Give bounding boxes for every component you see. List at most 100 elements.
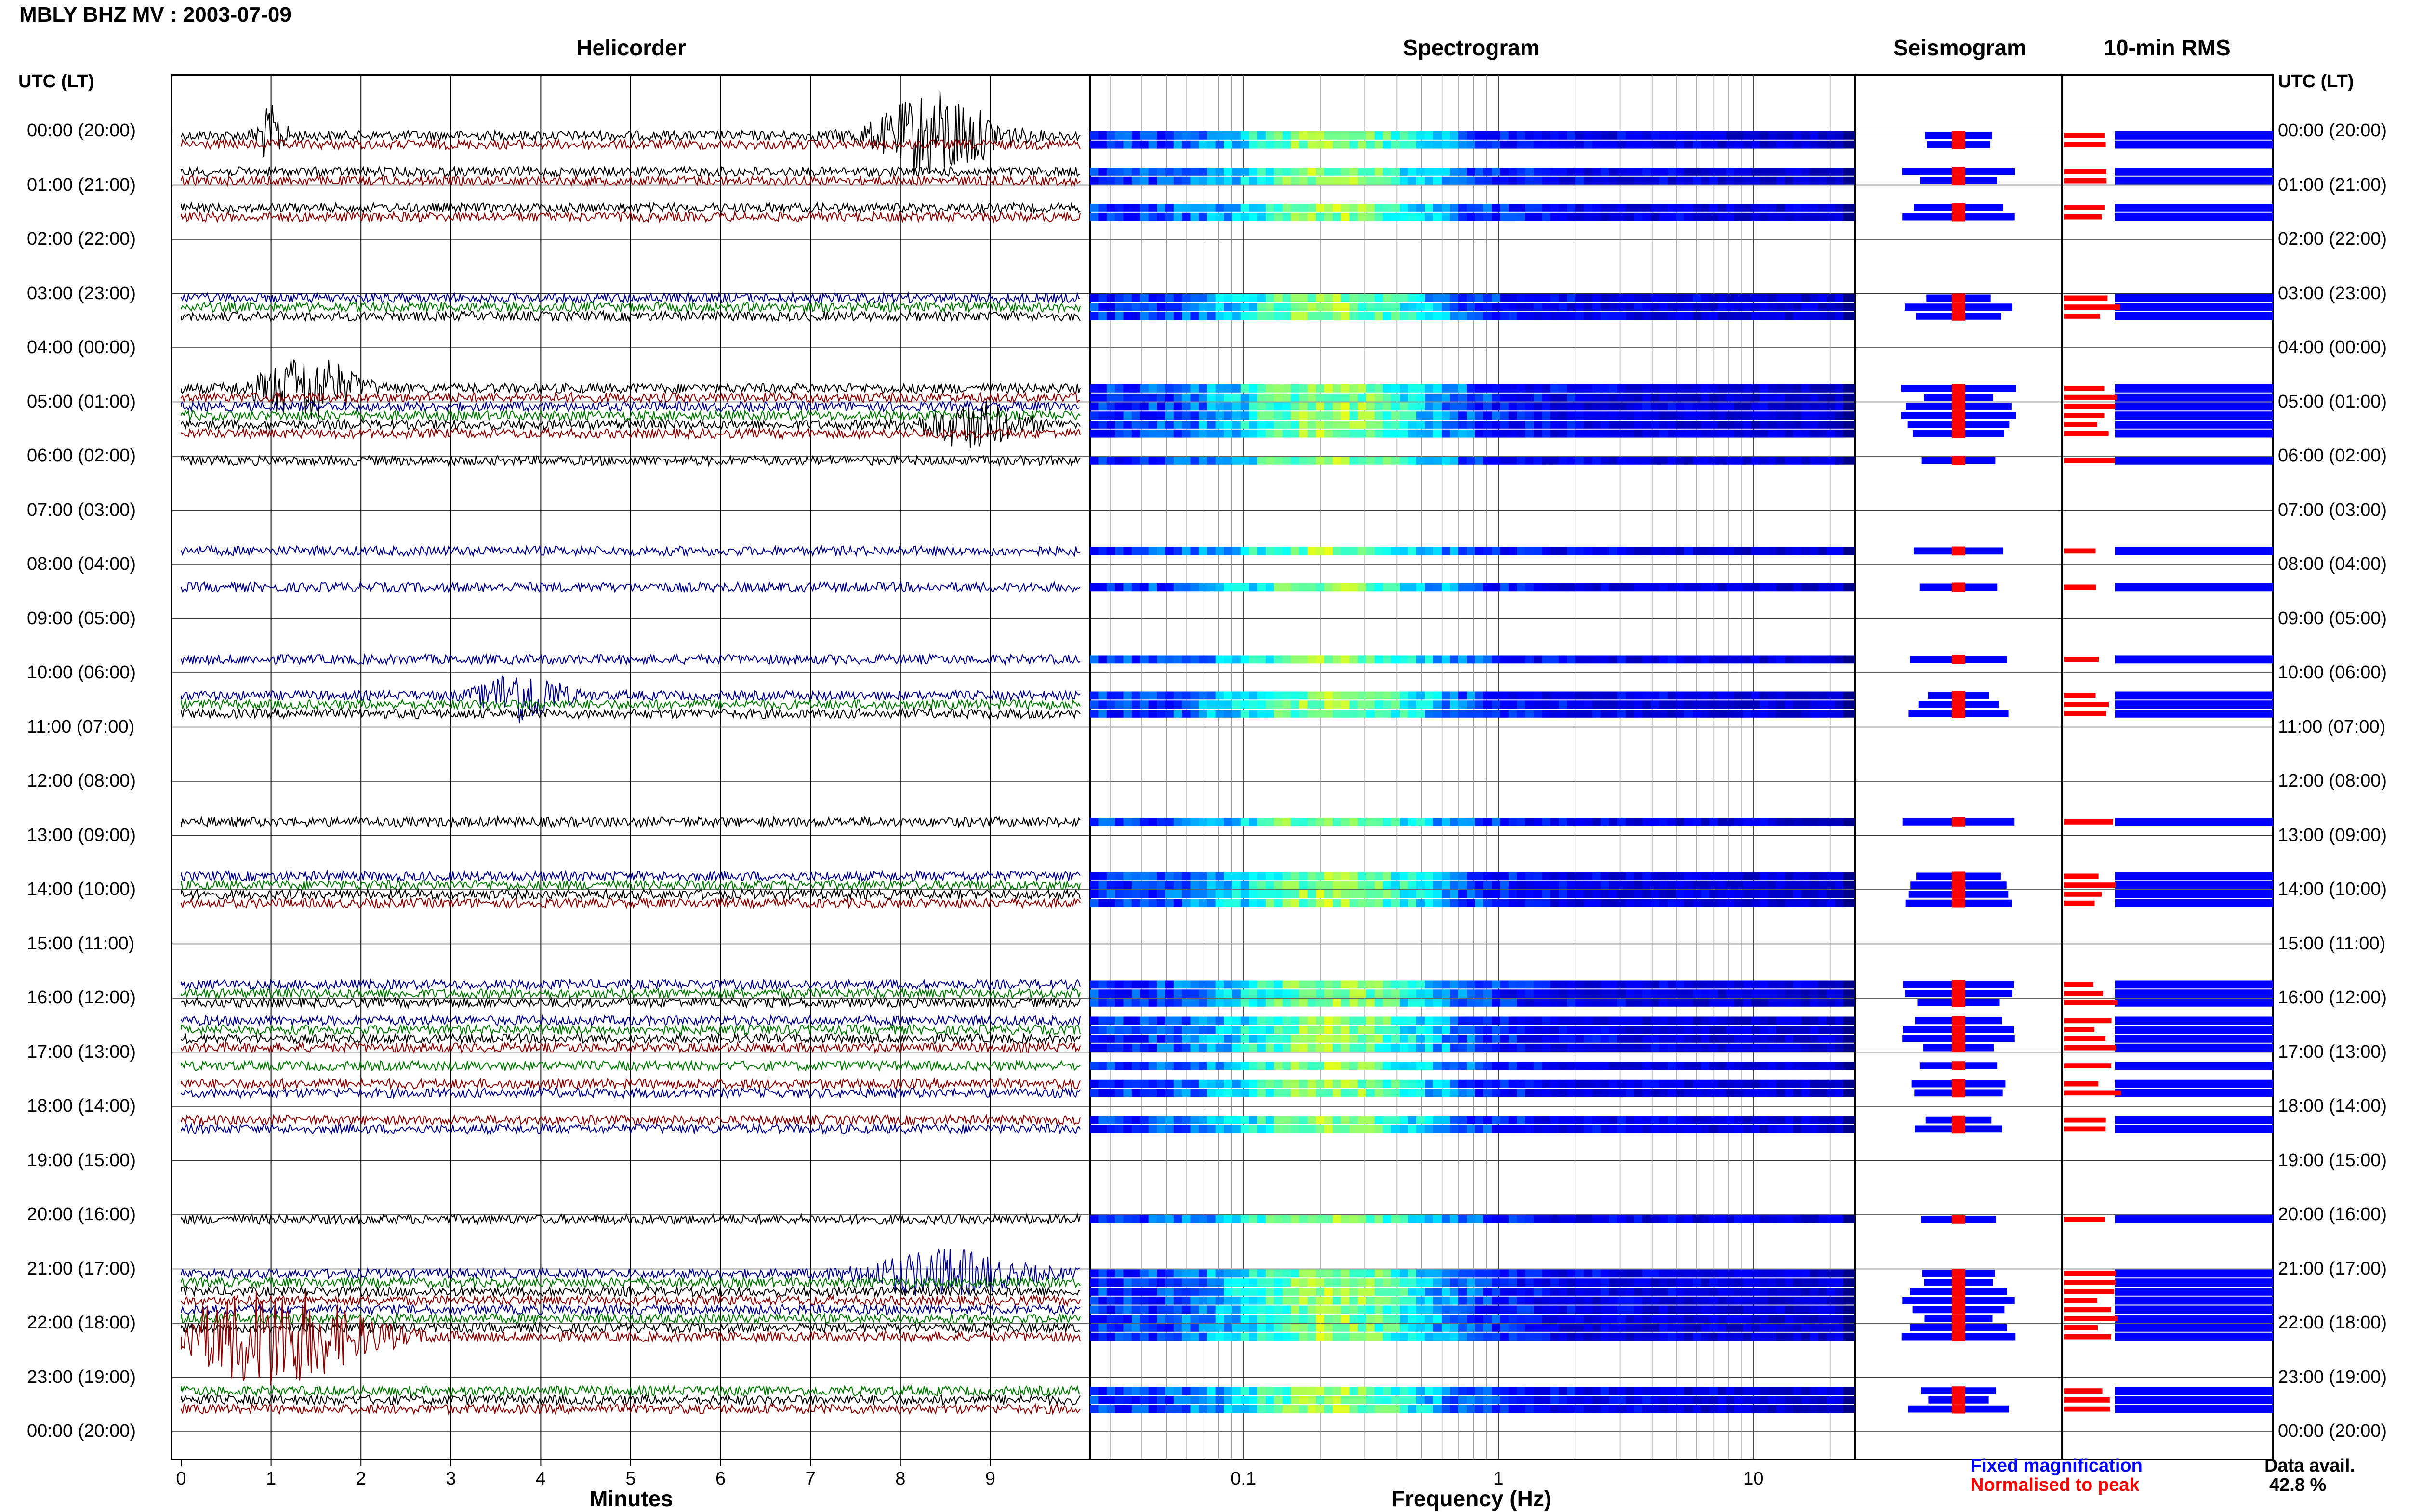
spectrogram-cell — [1793, 989, 1802, 998]
spectrogram-cell — [1676, 872, 1685, 881]
spectrogram-cell — [1207, 303, 1216, 312]
spectrogram-cell — [1626, 1125, 1635, 1133]
spectrogram-cell — [1785, 212, 1794, 221]
spectrogram-cell — [1508, 1035, 1518, 1043]
spectrogram-cell — [1575, 421, 1585, 429]
spectrogram-cell — [1592, 204, 1601, 212]
spectrogram-cell — [1215, 881, 1224, 890]
spectrogram-cell — [1634, 168, 1643, 176]
spectrogram-cell — [1307, 384, 1316, 393]
spectrogram-cell — [1567, 429, 1576, 438]
spectrogram-cell — [1316, 168, 1325, 176]
spectrogram-cell — [1492, 1305, 1501, 1314]
spectrogram-cell — [1785, 999, 1794, 1007]
spectrogram-cell — [1182, 421, 1191, 429]
spectrogram-cell — [1483, 1324, 1492, 1332]
spectrogram-cell — [1090, 899, 1099, 907]
spectrogram-cell — [1642, 700, 1652, 709]
spectrogram-cell — [1693, 421, 1702, 429]
spectrogram-cell — [1349, 1396, 1358, 1404]
spectrogram-cell — [1550, 1296, 1559, 1305]
spectrogram-cell — [1668, 294, 1677, 302]
spectrogram-cell — [1391, 204, 1400, 212]
spectrogram-cell — [1827, 1305, 1836, 1314]
spectrogram-cell — [1751, 700, 1760, 709]
spectrogram-cell — [1793, 384, 1802, 393]
spectrogram-cell — [1115, 168, 1124, 176]
spectrogram-cell — [1835, 1079, 1844, 1088]
spectrogram-cell — [1634, 1035, 1643, 1043]
spectrogram-cell — [1718, 1315, 1727, 1323]
spectrogram-cell — [1534, 1125, 1543, 1133]
spectrogram-cell — [1835, 294, 1844, 302]
spectrogram-cell — [1106, 411, 1115, 420]
spectrogram-cell — [1601, 881, 1610, 890]
spectrogram-cell — [1433, 1324, 1442, 1332]
spectrogram-cell — [1768, 583, 1777, 592]
spectrogram-cell — [1734, 1079, 1744, 1088]
spectrogram-cell — [1575, 1396, 1585, 1404]
spectrogram-cell — [1483, 421, 1492, 429]
spectrogram-cell — [1416, 583, 1425, 592]
spectrogram-cell — [1835, 691, 1844, 700]
spectrogram-cell — [1517, 1035, 1526, 1043]
spectrogram-cell — [1701, 411, 1710, 420]
spectrogram-cell — [1676, 1296, 1685, 1305]
spectrogram-cell — [1131, 1062, 1141, 1070]
spectrogram-cell — [1517, 1405, 1526, 1413]
spectrogram-cell — [1215, 204, 1224, 212]
spectrogram-cell — [1785, 1116, 1794, 1124]
spectrogram-cell — [1634, 1305, 1643, 1314]
spectrogram-cell — [1115, 1288, 1124, 1296]
spectrogram-cell — [1282, 402, 1291, 411]
spectrogram-cell — [1408, 980, 1417, 989]
spectrogram-cell — [1400, 1116, 1409, 1124]
spectrogram-cell — [1098, 294, 1107, 302]
seismogram-normalised-envelope — [1952, 420, 1965, 429]
spectrogram-cell — [1349, 1305, 1358, 1314]
spectrogram-cell — [1450, 1324, 1459, 1332]
spectrogram-cell — [1349, 890, 1358, 898]
spectrogram-cell — [1324, 881, 1333, 890]
spectrogram-cell — [1525, 1278, 1534, 1287]
spectrogram-cell — [1257, 212, 1266, 221]
spectrogram-strip — [1090, 131, 1855, 140]
spectrogram-cell — [1207, 547, 1216, 555]
spectrogram-cell — [1760, 655, 1769, 664]
spectrogram-cell — [1400, 1387, 1409, 1395]
spectrogram-cell — [1383, 1016, 1392, 1025]
spectrogram-cell — [1090, 1324, 1099, 1332]
spectrogram-cell — [1165, 899, 1174, 907]
spectrogram-cell — [1693, 1387, 1702, 1395]
spectrogram-cell — [1207, 1288, 1216, 1296]
spectrogram-cell — [1232, 1125, 1241, 1133]
spectrogram-cell — [1584, 402, 1593, 411]
spectrogram-cell — [1450, 1288, 1459, 1296]
seismogram-title: Seismogram — [1893, 35, 2027, 60]
spectrogram-cell — [1207, 1305, 1216, 1314]
spectrogram-cell — [1810, 1043, 1819, 1052]
rms-normalised-bar — [2064, 1397, 2110, 1403]
spectrogram-cell — [1818, 1332, 1827, 1341]
spectrogram-cell — [1483, 1396, 1492, 1404]
spectrogram-cell — [1425, 212, 1434, 221]
spectrogram-cell — [1467, 384, 1476, 393]
spectrogram-cell — [1157, 411, 1166, 420]
spectrogram-cell — [1207, 1296, 1216, 1305]
spectrogram-cell — [1282, 421, 1291, 429]
spectrogram-cell — [1651, 429, 1660, 438]
spectrogram-cell — [1090, 168, 1099, 176]
spectrogram-cell — [1734, 1396, 1744, 1404]
spectrogram-cell — [1818, 818, 1827, 826]
spectrogram-cell — [1157, 1125, 1166, 1133]
spectrogram-cell — [1190, 583, 1199, 592]
spectrogram-cell — [1182, 1396, 1191, 1404]
spectrogram-cell — [1173, 212, 1182, 221]
spectrogram-cell — [1207, 421, 1216, 429]
spectrogram-cell — [1274, 547, 1283, 555]
spectrogram-cell — [1190, 1396, 1199, 1404]
spectrogram-cell — [1818, 1387, 1827, 1395]
spectrogram-cell — [1400, 1396, 1409, 1404]
spectrogram-cell — [1818, 1016, 1827, 1025]
spectrogram-cell — [1525, 1125, 1534, 1133]
